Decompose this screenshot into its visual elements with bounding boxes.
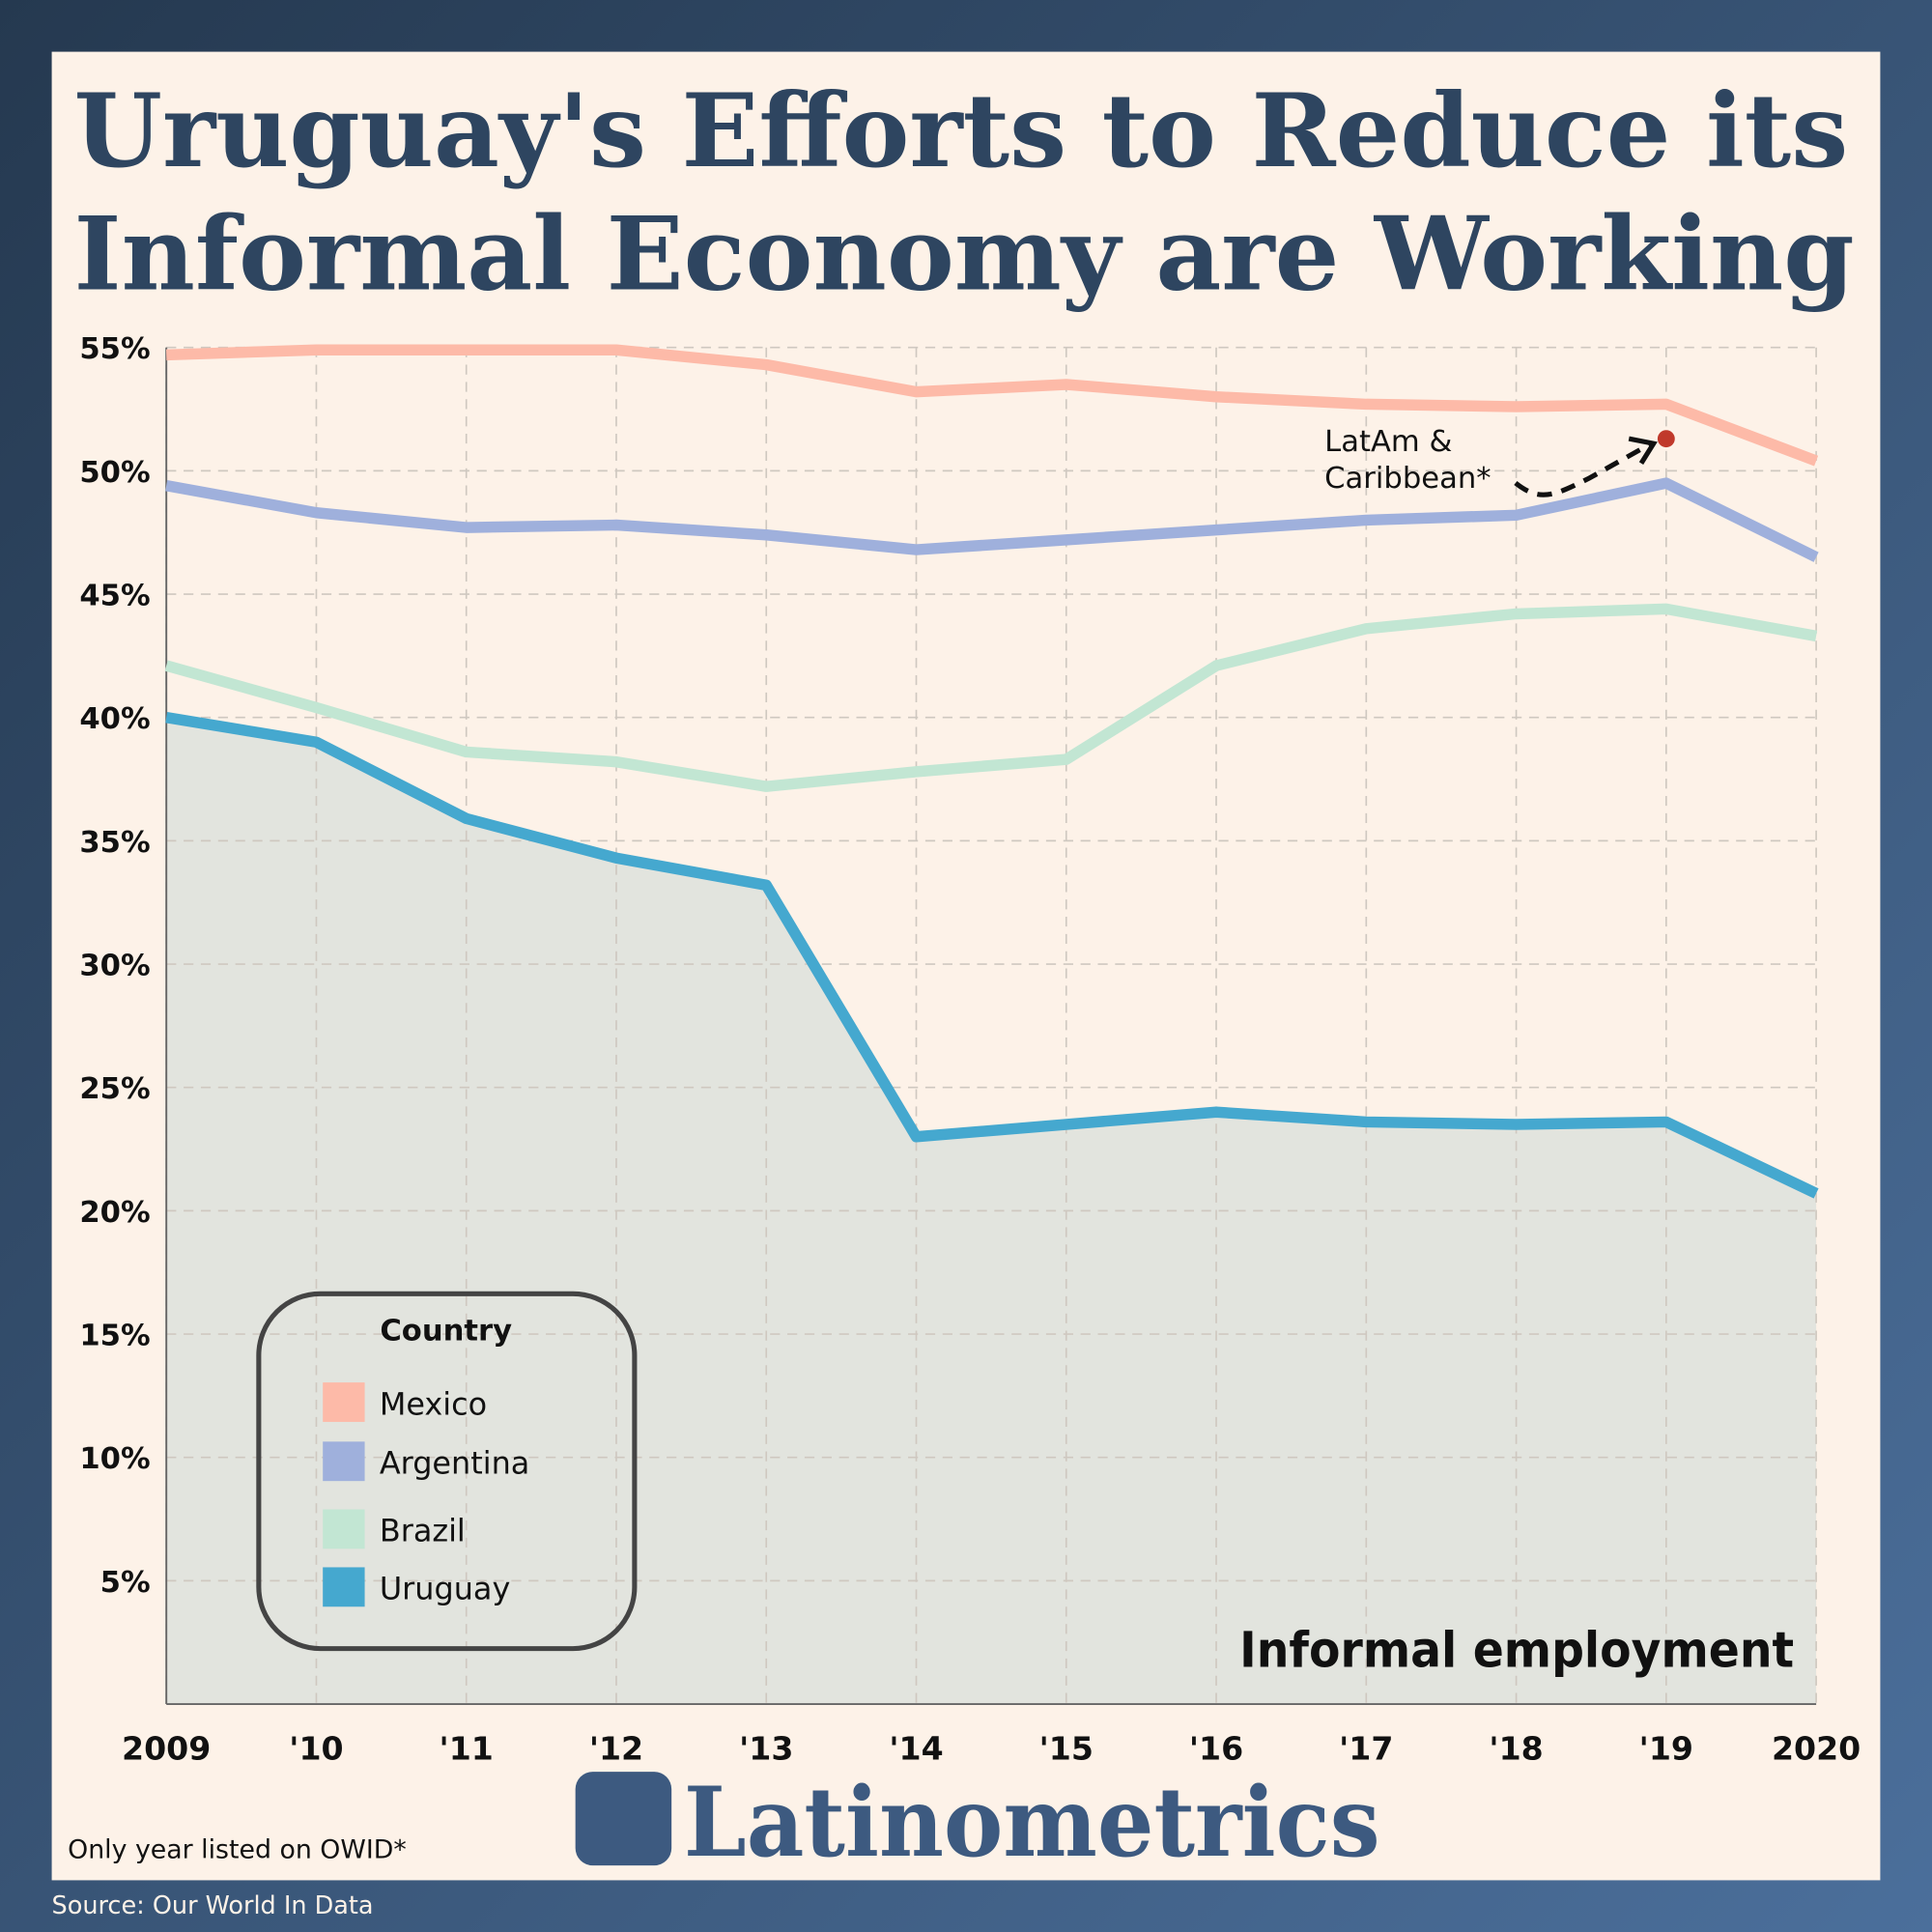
annotation-arrow: [1514, 440, 1653, 497]
y-tick-label: 10%: [79, 1442, 150, 1476]
annotation-text: LatAm &: [1324, 425, 1452, 459]
x-tick-label: '11: [440, 1729, 494, 1767]
logo-icon: [575, 1772, 672, 1866]
footnote: Only year listed on OWID*: [68, 1834, 407, 1864]
subtitle: Informal employment: [1239, 1623, 1794, 1680]
y-tick-label: 20%: [79, 1196, 150, 1230]
x-tick-label: 2020: [1772, 1729, 1861, 1767]
series-line: [164, 603, 1818, 792]
x-tick-label: '16: [1189, 1729, 1243, 1767]
series-line: [165, 477, 1819, 562]
x-tick-label: 2009: [122, 1729, 211, 1767]
x-tick-label: '18: [1489, 1729, 1543, 1767]
y-tick-label: 50%: [79, 456, 150, 490]
x-tick-label: '14: [889, 1729, 943, 1767]
annotation-arrowhead: [1628, 436, 1658, 465]
chart-title: Informal Economy are Working: [74, 195, 1855, 314]
series-line: [165, 712, 1819, 1199]
series-line: [166, 344, 1819, 467]
plot-area: [164, 344, 1819, 1705]
legend-label: Uruguay: [380, 1571, 510, 1607]
annotation-point: [1657, 430, 1675, 448]
area: [166, 717, 1817, 1705]
legend-label: Argentina: [380, 1445, 529, 1482]
legend-swatch: [323, 1509, 365, 1549]
x-tick-label: '12: [589, 1729, 643, 1767]
y-tick-label: 30%: [79, 950, 150, 983]
legend-swatch: [323, 1567, 365, 1607]
y-tick-label: 55%: [79, 332, 150, 366]
legend-box: [256, 1291, 638, 1652]
y-tick-label: 15%: [79, 1320, 150, 1353]
brand: Latinometrics: [684, 1767, 1380, 1879]
y-tick-label: 40%: [79, 702, 150, 736]
y-tick-label: 35%: [79, 826, 150, 860]
legend-swatch: [323, 1382, 365, 1422]
annotation-text: Caribbean*: [1324, 462, 1491, 496]
x-tick-label: '17: [1339, 1729, 1393, 1767]
legend-title: Country: [380, 1315, 512, 1349]
source: Source: Our World In Data: [52, 1891, 374, 1920]
y-tick-label: 25%: [79, 1072, 150, 1106]
x-tick-label: '13: [739, 1729, 793, 1767]
x-tick-label: '10: [289, 1729, 343, 1767]
legend-swatch: [323, 1441, 365, 1482]
y-tick-label: 45%: [79, 580, 150, 613]
y-tick-label: 5%: [100, 1566, 151, 1600]
x-tick-label: '15: [1039, 1729, 1094, 1767]
chart-title: Uruguay's Efforts to Reduce its: [74, 71, 1849, 190]
legend-label: Mexico: [380, 1385, 487, 1422]
x-tick-label: '19: [1639, 1729, 1693, 1767]
legend-label: Brazil: [380, 1513, 466, 1549]
